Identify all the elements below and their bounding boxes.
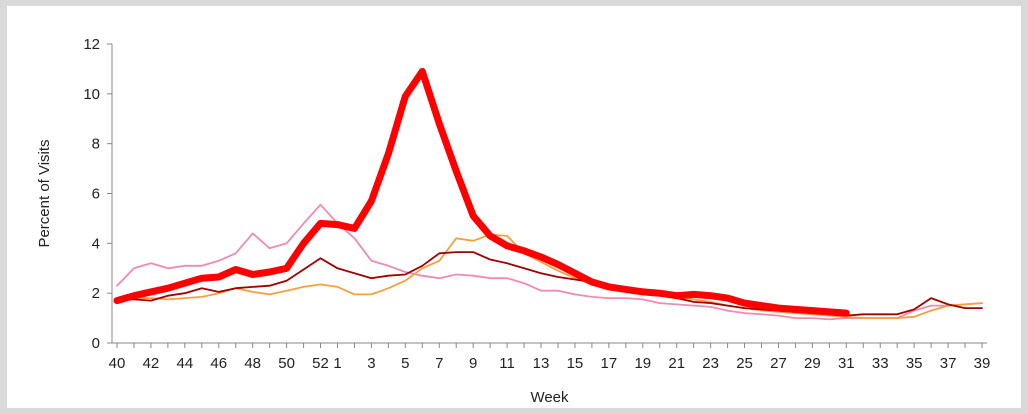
- x-tick-label: 21: [668, 355, 685, 372]
- x-tick-label: 1: [333, 355, 341, 372]
- x-tick-label: 50: [278, 355, 295, 372]
- y-tick-label: 10: [83, 86, 100, 103]
- x-tick-label: 37: [940, 355, 957, 372]
- x-tick-label: 3: [367, 355, 375, 372]
- x-tick-label: 52: [312, 355, 329, 372]
- x-tick-label: 46: [210, 355, 227, 372]
- x-tick-label: 23: [702, 355, 719, 372]
- x-tick-label: 15: [567, 355, 584, 372]
- x-tick-label: 31: [838, 355, 855, 372]
- y-tick-label: 0: [92, 335, 100, 352]
- x-tick-label: 11: [499, 355, 515, 372]
- chart-area: 0 2 4 6 8 10 12 40 42 44 46 48 50 52 1 3 5 7 9 11 13 15 17 19 21…: [7, 6, 1021, 408]
- y-tick-label: 4: [92, 235, 100, 252]
- x-tick-label: 9: [469, 355, 477, 372]
- x-tick-label: 27: [770, 355, 787, 372]
- y-tick-label: 6: [92, 186, 100, 203]
- y-tick-label: 2: [92, 285, 100, 302]
- x-tick-label: 40: [109, 355, 126, 372]
- x-tick-label: 5: [401, 355, 409, 372]
- series-line-2: [116, 203, 983, 321]
- x-tick-label: 35: [906, 355, 923, 372]
- x-tick-label: 33: [872, 355, 889, 372]
- x-tick-label: 48: [244, 355, 261, 372]
- x-tick-label: 17: [601, 355, 618, 372]
- x-tick-label: 44: [176, 355, 193, 372]
- series-line-3: [116, 233, 983, 319]
- series-layer: [113, 67, 983, 321]
- y-tick-label: 8: [92, 136, 100, 153]
- y-axis-title: Percent of Visits: [36, 139, 53, 247]
- axes: [107, 43, 987, 348]
- series-line-1: [113, 67, 850, 317]
- x-tick-label: 19: [634, 355, 651, 372]
- x-tick-label: 25: [736, 355, 753, 372]
- x-tick-label: 13: [533, 355, 550, 372]
- x-tick-label: 42: [143, 355, 160, 372]
- x-axis-title: Week: [530, 389, 569, 406]
- y-tick-label: 12: [83, 36, 100, 53]
- x-tick-label: 39: [974, 355, 991, 372]
- x-tick-label: 7: [435, 355, 443, 372]
- x-tick-label: 29: [804, 355, 821, 372]
